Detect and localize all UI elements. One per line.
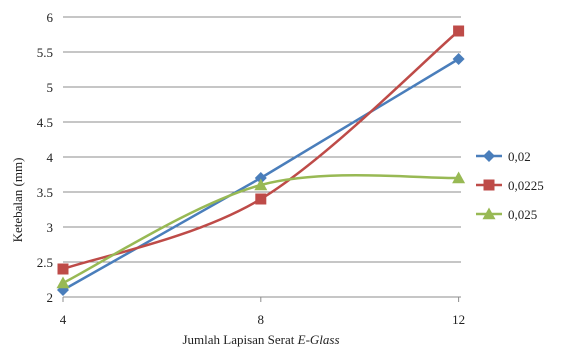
legend: 0,02 0,0225 0,025 (476, 149, 544, 222)
x-axis-title-italic: E-Glass (297, 332, 340, 347)
y-tick-label: 3 (47, 220, 54, 235)
data-point-series-2 (255, 193, 267, 205)
data-point-series-3 (56, 276, 70, 289)
y-axis-title: Ketebalan (mm) (10, 158, 25, 243)
data-point-series-1 (452, 53, 465, 65)
data-point-series-3 (452, 171, 466, 184)
data-point-series-1 (254, 172, 267, 184)
x-tick-labels: 4 8 12 (60, 312, 465, 327)
x-tick-label: 12 (452, 312, 465, 327)
data-point-series-2 (453, 25, 465, 37)
x-tick-label: 4 (60, 312, 67, 327)
x-axis-title: Jumlah Lapisan Serat E-Glass (182, 332, 339, 347)
x-axis-title-prefix: Jumlah Lapisan Serat (182, 332, 297, 347)
legend-label: 0,02 (508, 149, 531, 164)
legend-marker (483, 179, 495, 191)
x-axis (62, 297, 460, 302)
y-tick-labels: 2 2.5 3 3.5 4 4.5 5 5.5 6 (37, 10, 54, 305)
data-point-series-3 (254, 178, 268, 191)
data-point-series-2 (57, 263, 69, 275)
y-tick-label: 4 (47, 150, 54, 165)
series-line-3 (62, 174, 459, 285)
y-tick-label: 5 (47, 80, 54, 95)
legend-label: 0,025 (508, 207, 537, 222)
legend-label: 0,0225 (508, 178, 544, 193)
legend-marker (482, 207, 496, 220)
y-tick-label: 2 (47, 290, 54, 305)
y-tick-label: 5.5 (37, 45, 53, 60)
gridlines (63, 16, 461, 298)
y-tick-label: 3.5 (37, 185, 53, 200)
series-line-2 (62, 30, 460, 271)
legend-marker (483, 150, 495, 162)
y-tick-label: 4.5 (37, 115, 53, 130)
series-group (56, 25, 466, 296)
x-tick-label: 8 (258, 312, 265, 327)
y-tick-label: 6 (47, 10, 54, 25)
y-tick-label: 2.5 (37, 255, 53, 270)
